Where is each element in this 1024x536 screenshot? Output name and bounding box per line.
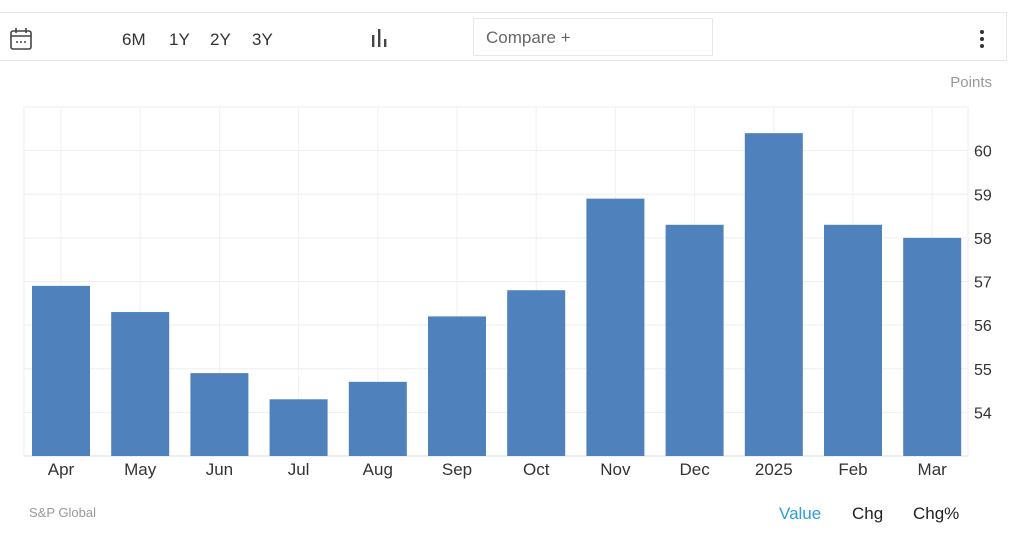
range-3y-button[interactable]: 3Y bbox=[252, 30, 273, 49]
x-tick-label: 2025 bbox=[755, 460, 793, 479]
y-tick-label: 57 bbox=[974, 275, 992, 292]
range-2y-button[interactable]: 2Y bbox=[210, 30, 231, 49]
tab-chg[interactable]: Chg bbox=[852, 504, 884, 523]
calendar-icon[interactable] bbox=[10, 28, 32, 50]
x-tick-label: Apr bbox=[48, 460, 75, 479]
x-tick-label: Jul bbox=[288, 460, 310, 479]
x-tick-label: Jun bbox=[206, 460, 233, 479]
range-6m-button[interactable]: 6M bbox=[122, 30, 146, 49]
compare-input[interactable]: Compare + bbox=[473, 18, 713, 56]
bar-nov bbox=[586, 198, 645, 457]
tab-chg-percent[interactable]: Chg% bbox=[913, 504, 960, 523]
y-tick-label: 56 bbox=[974, 318, 992, 335]
bar-may bbox=[111, 312, 170, 456]
bar-aug bbox=[348, 381, 407, 456]
y-tick-label: 55 bbox=[974, 362, 992, 379]
unit-label: Points bbox=[950, 74, 992, 91]
bar-dec bbox=[665, 224, 724, 456]
x-tick-label: Feb bbox=[838, 460, 867, 479]
bar-feb bbox=[824, 224, 882, 456]
x-tick-label: Mar bbox=[918, 460, 948, 479]
tab-value[interactable]: Value bbox=[779, 504, 822, 523]
bar-oct bbox=[507, 290, 566, 456]
x-tick-label: Oct bbox=[523, 460, 550, 479]
x-tick-label: Nov bbox=[600, 460, 631, 479]
x-tick-label: Dec bbox=[679, 460, 710, 479]
x-tick-label: May bbox=[124, 460, 157, 479]
bar-mar bbox=[903, 237, 962, 456]
plot-area bbox=[23, 106, 969, 457]
source-label: S&P Global bbox=[29, 505, 96, 520]
bar-2025 bbox=[744, 133, 803, 457]
y-tick-label: 58 bbox=[974, 231, 992, 248]
more-vertical-icon[interactable] bbox=[978, 29, 986, 49]
x-tick-label: Aug bbox=[363, 460, 393, 479]
y-tick-label: 60 bbox=[974, 144, 992, 161]
y-tick-label: 59 bbox=[974, 187, 992, 204]
bar-sep bbox=[428, 316, 486, 456]
range-1y-button[interactable]: 1Y bbox=[169, 30, 190, 49]
bar-jul bbox=[269, 399, 328, 456]
bar-jun bbox=[190, 373, 249, 456]
y-tick-label: 54 bbox=[974, 405, 992, 422]
chart-toolbar: 6M 1Y 2Y 3Y Compare + bbox=[0, 12, 1007, 61]
bar-apr bbox=[32, 285, 90, 456]
x-tick-label: Sep bbox=[442, 460, 472, 479]
bar-chart-icon[interactable] bbox=[370, 29, 390, 47]
